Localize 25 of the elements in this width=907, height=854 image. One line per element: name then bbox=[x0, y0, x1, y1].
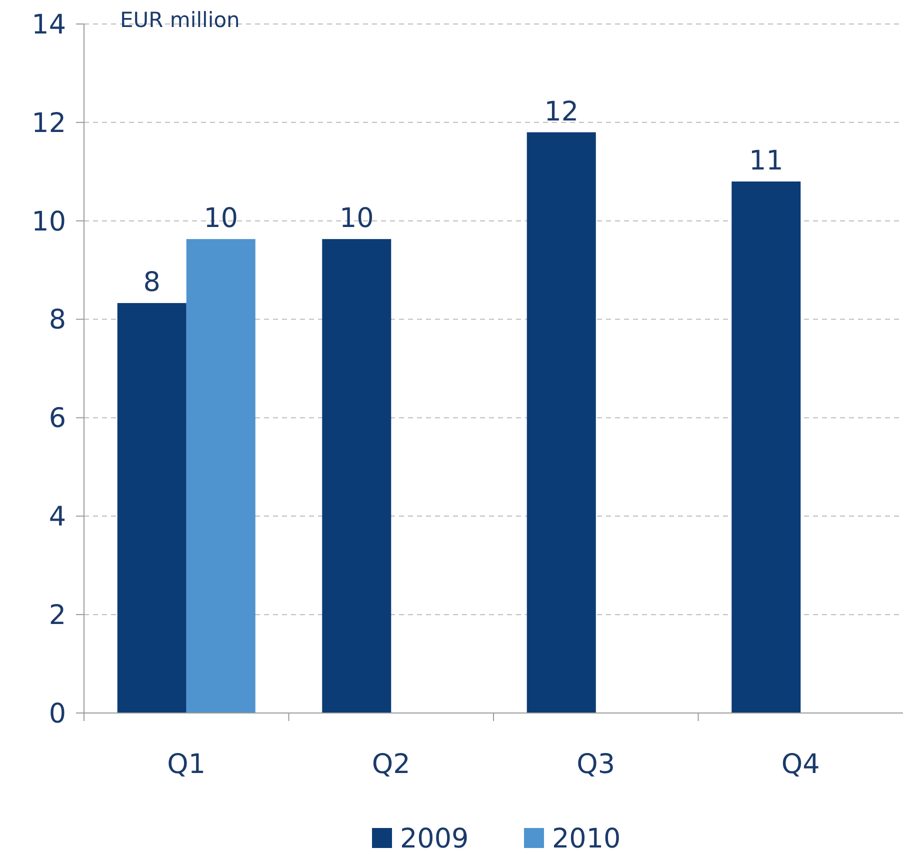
x-tick-label: Q3 bbox=[576, 749, 616, 780]
y-tick-label: 14 bbox=[32, 9, 66, 40]
bar bbox=[117, 303, 186, 713]
x-tick-label: Q2 bbox=[372, 749, 410, 780]
legend-label: 2009 bbox=[400, 823, 469, 854]
bar bbox=[322, 239, 392, 713]
y-tick-label: 0 bbox=[48, 698, 66, 730]
bar bbox=[186, 239, 256, 713]
data-label: 10 bbox=[204, 203, 238, 234]
data-label: 12 bbox=[544, 96, 579, 128]
bar bbox=[732, 181, 801, 713]
data-label: 10 bbox=[339, 203, 374, 234]
y-tick-label: 4 bbox=[48, 502, 66, 533]
bar bbox=[526, 132, 596, 713]
y-tick-label: 10 bbox=[32, 206, 66, 238]
data-label: 11 bbox=[748, 145, 784, 176]
x-tick-label: Q4 bbox=[781, 749, 820, 780]
legend-label: 2010 bbox=[552, 823, 621, 854]
data-label: 8 bbox=[143, 267, 160, 298]
y-axis-title: EUR million bbox=[120, 8, 240, 32]
y-tick-label: 2 bbox=[48, 600, 66, 632]
x-tick-label: Q1 bbox=[167, 749, 206, 780]
y-tick-label: 6 bbox=[48, 403, 66, 434]
y-tick-label: 8 bbox=[48, 304, 66, 336]
y-tick-label: 12 bbox=[32, 108, 66, 139]
